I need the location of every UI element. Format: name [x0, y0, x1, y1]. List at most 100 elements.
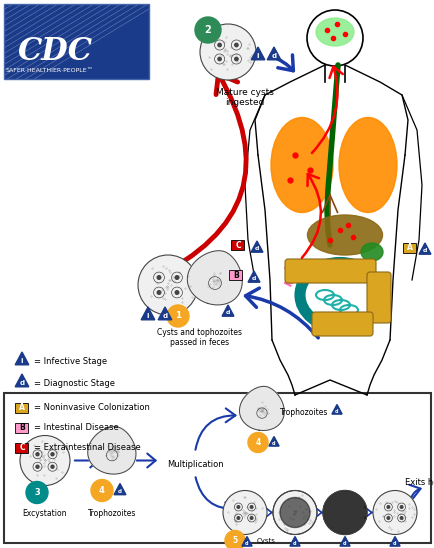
FancyArrowPatch shape: [264, 507, 271, 518]
Circle shape: [217, 43, 221, 47]
Text: d: d: [272, 441, 275, 446]
FancyBboxPatch shape: [16, 443, 29, 453]
Circle shape: [200, 24, 256, 80]
Ellipse shape: [307, 215, 381, 255]
Text: i: i: [256, 53, 259, 59]
Ellipse shape: [279, 498, 309, 528]
Polygon shape: [389, 536, 399, 546]
FancyArrowPatch shape: [270, 55, 293, 71]
Polygon shape: [221, 305, 233, 316]
Text: 4: 4: [255, 438, 260, 447]
Text: 4: 4: [99, 486, 105, 495]
Text: Cysts: Cysts: [256, 538, 275, 544]
Ellipse shape: [270, 117, 332, 213]
Circle shape: [250, 506, 252, 509]
Text: 5: 5: [232, 536, 237, 545]
Text: d: d: [245, 540, 248, 546]
FancyBboxPatch shape: [284, 259, 375, 283]
Text: A: A: [19, 403, 25, 413]
Polygon shape: [187, 251, 242, 305]
Circle shape: [36, 453, 39, 456]
FancyBboxPatch shape: [231, 240, 244, 250]
FancyArrowPatch shape: [245, 288, 318, 338]
Text: = Noninvasive Colonization: = Noninvasive Colonization: [34, 403, 150, 413]
Ellipse shape: [360, 243, 382, 261]
Ellipse shape: [315, 18, 353, 46]
FancyBboxPatch shape: [4, 4, 149, 79]
Text: 3: 3: [34, 488, 40, 497]
Text: = Infective Stage: = Infective Stage: [34, 357, 107, 367]
Text: i: i: [146, 313, 149, 319]
Text: d: d: [20, 380, 24, 386]
Polygon shape: [331, 404, 341, 414]
FancyBboxPatch shape: [229, 270, 242, 280]
FancyBboxPatch shape: [16, 403, 29, 413]
Polygon shape: [88, 426, 136, 474]
Circle shape: [91, 480, 113, 501]
Polygon shape: [418, 243, 430, 254]
Text: B: B: [233, 271, 238, 279]
Polygon shape: [141, 307, 155, 320]
Circle shape: [36, 465, 39, 468]
FancyBboxPatch shape: [16, 423, 29, 433]
Circle shape: [224, 530, 244, 548]
Polygon shape: [158, 307, 171, 320]
Text: 1: 1: [174, 311, 181, 321]
Text: d: d: [342, 540, 346, 546]
Circle shape: [386, 506, 389, 509]
FancyArrowPatch shape: [408, 485, 420, 498]
Polygon shape: [250, 241, 262, 252]
Polygon shape: [239, 386, 284, 431]
Circle shape: [223, 490, 266, 534]
Circle shape: [399, 506, 402, 509]
Circle shape: [138, 255, 197, 315]
Text: SAFER·HEALTHIER·PEOPLE™: SAFER·HEALTHIER·PEOPLE™: [6, 67, 94, 72]
Circle shape: [157, 290, 161, 294]
Circle shape: [157, 276, 161, 279]
Circle shape: [26, 482, 48, 504]
Text: Mature cysts: Mature cysts: [216, 88, 273, 97]
Text: CDC: CDC: [18, 37, 93, 67]
Text: d: d: [118, 489, 122, 494]
Text: passed in feces: passed in feces: [170, 338, 229, 347]
Text: = Extraintestinal Disease: = Extraintestinal Disease: [34, 443, 141, 453]
Text: d: d: [392, 540, 396, 546]
Text: Multiplication: Multiplication: [166, 460, 223, 469]
Circle shape: [175, 276, 178, 279]
Circle shape: [273, 490, 316, 534]
Text: Cysts and tophozoites: Cysts and tophozoites: [157, 328, 242, 337]
FancyBboxPatch shape: [403, 243, 415, 253]
Text: Exits host: Exits host: [404, 478, 434, 487]
Circle shape: [167, 305, 188, 327]
Text: C: C: [235, 241, 240, 249]
Polygon shape: [250, 47, 264, 60]
Text: = Diagnostic Stage: = Diagnostic Stage: [34, 380, 115, 389]
Text: d: d: [162, 313, 167, 319]
FancyBboxPatch shape: [311, 312, 372, 336]
Circle shape: [51, 465, 54, 468]
Polygon shape: [266, 47, 280, 60]
Polygon shape: [247, 271, 260, 282]
Text: d: d: [225, 310, 230, 315]
Circle shape: [247, 432, 267, 453]
Circle shape: [194, 17, 220, 43]
FancyArrowPatch shape: [152, 74, 246, 279]
Text: d: d: [271, 53, 276, 59]
Circle shape: [234, 58, 237, 61]
Circle shape: [322, 490, 366, 534]
Polygon shape: [15, 352, 29, 365]
Text: ingested: ingested: [225, 98, 264, 107]
Ellipse shape: [338, 117, 396, 213]
Text: d: d: [251, 276, 256, 281]
Circle shape: [237, 506, 239, 509]
Text: A: A: [406, 243, 412, 253]
FancyArrowPatch shape: [75, 454, 99, 467]
Circle shape: [250, 517, 252, 520]
Polygon shape: [114, 483, 126, 495]
Text: d: d: [254, 246, 259, 251]
Circle shape: [372, 490, 416, 534]
FancyArrowPatch shape: [314, 507, 321, 518]
FancyArrowPatch shape: [195, 408, 235, 450]
Circle shape: [175, 290, 178, 294]
FancyBboxPatch shape: [4, 393, 430, 543]
